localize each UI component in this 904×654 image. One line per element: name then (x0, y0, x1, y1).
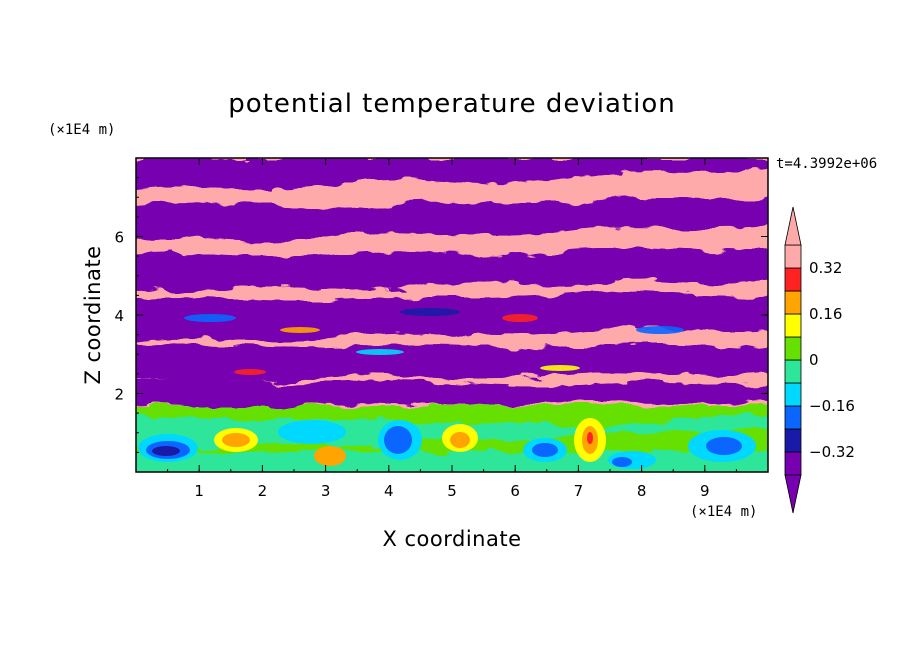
colorbar-label: 0.32 (809, 259, 842, 277)
y-unit-label: (×1E4 m) (48, 122, 115, 138)
colorbar-segment (784, 244, 802, 269)
x-tick-label: 7 (574, 482, 584, 500)
y-axis-label: Z coordinate (81, 245, 105, 384)
x-tick-label: 2 (258, 482, 268, 500)
time-label: t=4.3992e+06 (776, 156, 877, 172)
colorbar-segment (784, 290, 802, 315)
y-tick-label: 6 (114, 229, 124, 247)
colorbar-segment (784, 267, 802, 292)
x-tick-label: 3 (321, 482, 331, 500)
x-tick-label: 9 (700, 482, 710, 500)
colorbar-segment (784, 313, 802, 338)
chart-title: potential temperature deviation (228, 89, 675, 119)
x-tick-label: 6 (510, 482, 520, 500)
contour-field (136, 158, 768, 472)
colorbar-label: 0.16 (809, 305, 842, 323)
y-tick-label: 4 (114, 307, 124, 325)
colorbar-label: 0 (809, 351, 819, 369)
colorbar-segment (784, 405, 802, 430)
x-axis: 1 2 3 4 5 6 7 8 9 (167, 158, 737, 500)
colorbar-segment (784, 336, 802, 361)
mixed-layer-streaks (184, 308, 684, 375)
colorbar-label: −0.16 (809, 397, 855, 415)
surface-eddies (138, 418, 756, 469)
y-axis: 2 4 6 (114, 177, 768, 453)
colorbar-label: −0.32 (809, 443, 855, 461)
y-tick-label: 2 (114, 386, 124, 404)
colorbar-extend-top (784, 206, 802, 246)
colorbar: 0.32 0.16 0 −0.16 −0.32 (784, 206, 855, 514)
x-tick-label: 4 (384, 482, 394, 500)
x-unit-label: (×1E4 m) (690, 504, 757, 520)
x-axis-label: X coordinate (382, 527, 521, 551)
colorbar-segment (784, 382, 802, 407)
x-tick-label: 1 (194, 482, 204, 500)
colorbar-extend-bottom (784, 474, 802, 514)
x-tick-label: 5 (447, 482, 457, 500)
colorbar-segment (784, 359, 802, 384)
x-tick-label: 8 (637, 482, 647, 500)
colorbar-segment (784, 428, 802, 453)
colorbar-segment (784, 451, 802, 476)
